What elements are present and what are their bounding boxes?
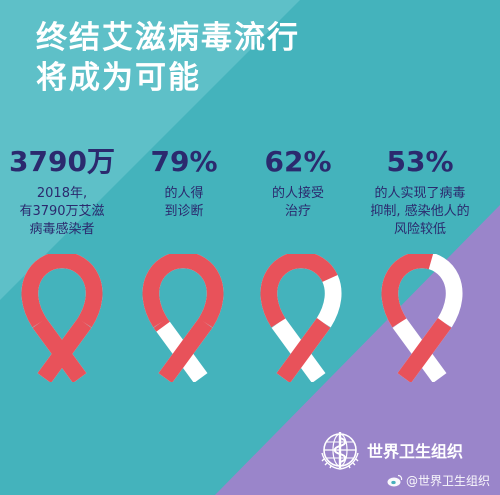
stat-desc-line: 治疗 <box>284 204 311 219</box>
stat-desc-line: 抑制, 感染他人的 <box>370 204 470 219</box>
stat-value: 53% <box>386 145 454 178</box>
ribbon-filled-segment <box>381 254 463 328</box>
stat-description: 的人接受 治疗 <box>240 185 356 221</box>
ribbon-icon <box>142 254 224 382</box>
ribbon-filled-segment <box>158 317 213 382</box>
stat-value: 62% <box>264 145 332 178</box>
logo-text: 世界卫生组织 <box>367 442 464 461</box>
stat-suppressed: 53% 的人实现了病毒 抑制, 感染他人的 风险较低 <box>362 145 478 239</box>
page-title: 终结艾滋病毒流行 将成为可能 <box>36 18 300 98</box>
stat-desc-line: 到诊断 <box>164 204 204 219</box>
stat-desc-line: 病毒感染者 <box>29 222 95 237</box>
stat-desc-line: 有3790万艾滋 <box>19 204 105 219</box>
stat-treated: 62% 的人接受 治疗 <box>240 145 356 221</box>
stat-value: 79% <box>150 145 218 178</box>
ribbon-filled-segment <box>260 254 342 328</box>
watermark-text: @世界卫生组织 <box>405 474 490 488</box>
who-logo: 世界卫生组织 <box>319 429 463 471</box>
stat-description: 的人得 到诊断 <box>126 185 242 221</box>
stat-diagnosed: 79% 的人得 到诊断 <box>126 145 242 221</box>
stat-desc-line: 2018年, <box>36 186 88 201</box>
stat-description: 的人实现了病毒 抑制, 感染他人的 风险较低 <box>362 185 478 239</box>
title-line-1: 终结艾滋病毒流行 <box>36 20 300 56</box>
stat-desc-line: 的人实现了病毒 <box>374 186 466 201</box>
who-emblem-icon <box>321 432 359 470</box>
ribbon-icon <box>21 254 103 382</box>
ribbon-filled-segment <box>276 317 331 382</box>
title-line-2: 将成为可能 <box>36 60 201 96</box>
ribbon-filled-segment <box>397 317 452 382</box>
stat-desc-line: 的人接受 <box>271 186 324 201</box>
stat-value: 3790万 <box>9 145 115 178</box>
stat-infected: 3790万 2018年, 有3790万艾滋 病毒感染者 <box>4 145 120 239</box>
ribbon-icon <box>260 254 342 382</box>
ribbon-filled-segment <box>21 254 103 328</box>
stat-desc-line: 的人得 <box>164 186 204 201</box>
stat-description: 2018年, 有3790万艾滋 病毒感染者 <box>4 185 120 239</box>
watermark: @世界卫生组织 <box>387 472 490 489</box>
stat-desc-line: 风险较低 <box>393 222 446 237</box>
weibo-icon <box>387 474 403 487</box>
ribbon-filled-segment <box>142 254 224 328</box>
ribbon-filled-segment <box>32 317 87 382</box>
ribbon-icon <box>381 254 463 382</box>
